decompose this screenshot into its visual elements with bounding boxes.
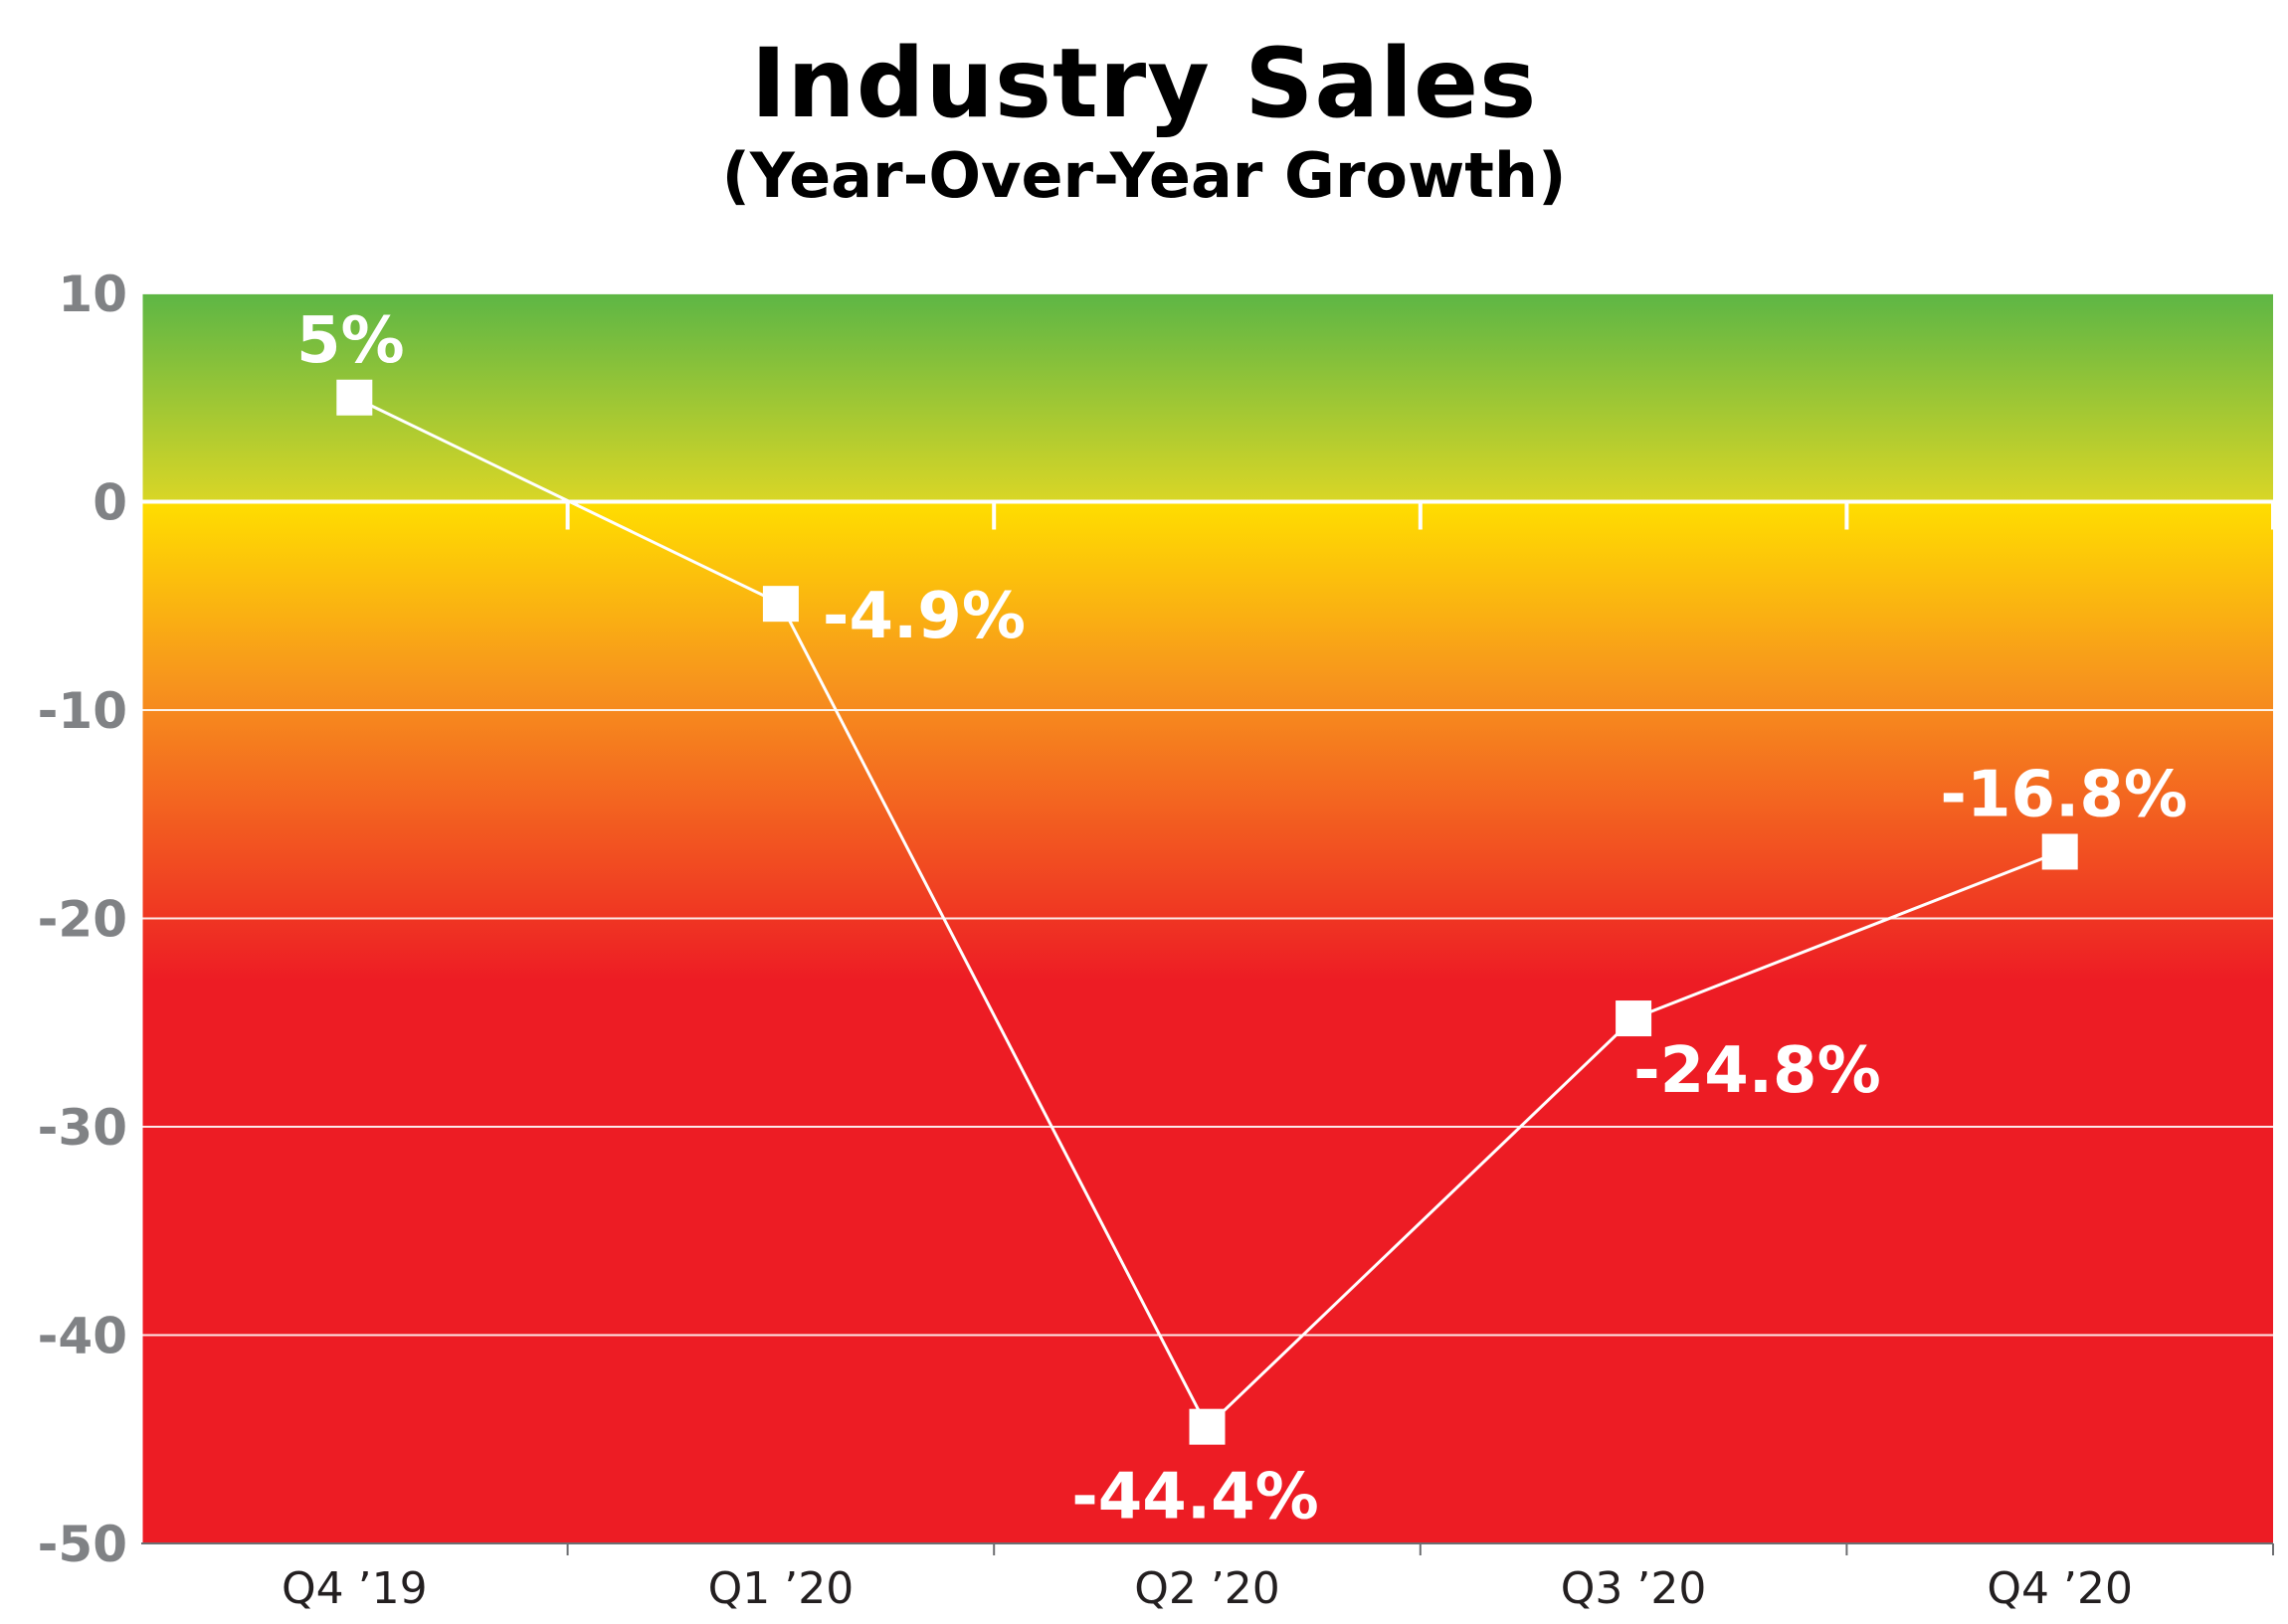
x-tick-label: Q1 ’20	[708, 1563, 855, 1614]
transition-band	[141, 501, 2273, 982]
y-tick-label: 0	[93, 474, 127, 532]
axes	[139, 293, 2275, 1555]
y-tick-label: 10	[58, 266, 127, 323]
data-point-marker	[762, 586, 799, 623]
y-tick-label: -40	[38, 1308, 127, 1365]
y-axis-ticks: 10 0 -10 -20 -30 -40 -50	[38, 266, 127, 1573]
y-tick-label: -10	[38, 682, 127, 740]
data-label: 5%	[296, 304, 405, 378]
x-tick-label: Q3 ’20	[1561, 1563, 1707, 1614]
data-point-marker	[336, 379, 373, 416]
x-tick-label: Q4 ’19	[282, 1563, 428, 1614]
positive-band	[141, 293, 2273, 502]
data-label: -4.9%	[823, 580, 1026, 653]
x-tick-label: Q4 ’20	[1987, 1563, 2133, 1614]
x-tick-label: Q2 ’20	[1134, 1563, 1280, 1614]
y-tick-label: -20	[38, 891, 127, 949]
data-point-marker	[1189, 1408, 1226, 1445]
data-label: -16.8%	[1940, 758, 2188, 831]
series-markers	[336, 379, 2078, 1445]
grid-lines	[141, 292, 2273, 1337]
y-tick-label: -30	[38, 1099, 127, 1157]
data-label: -44.4%	[1071, 1461, 1319, 1534]
y-tick-label: -50	[38, 1516, 127, 1573]
data-point-marker	[2041, 833, 2078, 870]
negative-band	[141, 980, 2273, 1543]
data-point-marker	[1616, 1000, 1652, 1037]
chart-title: Industry Sales	[750, 28, 1538, 139]
x-axis-ticks: Q4 ’19 Q1 ’20 Q2 ’20 Q3 ’20 Q4 ’20	[282, 1563, 2133, 1614]
data-labels: 5% -4.9% -44.4% -24.8% -16.8%	[296, 304, 2188, 1534]
chart-subtitle: (Year-Over-Year Growth)	[721, 139, 1567, 212]
data-label: -24.8%	[1633, 1034, 1881, 1108]
plot-background	[141, 293, 2273, 1543]
